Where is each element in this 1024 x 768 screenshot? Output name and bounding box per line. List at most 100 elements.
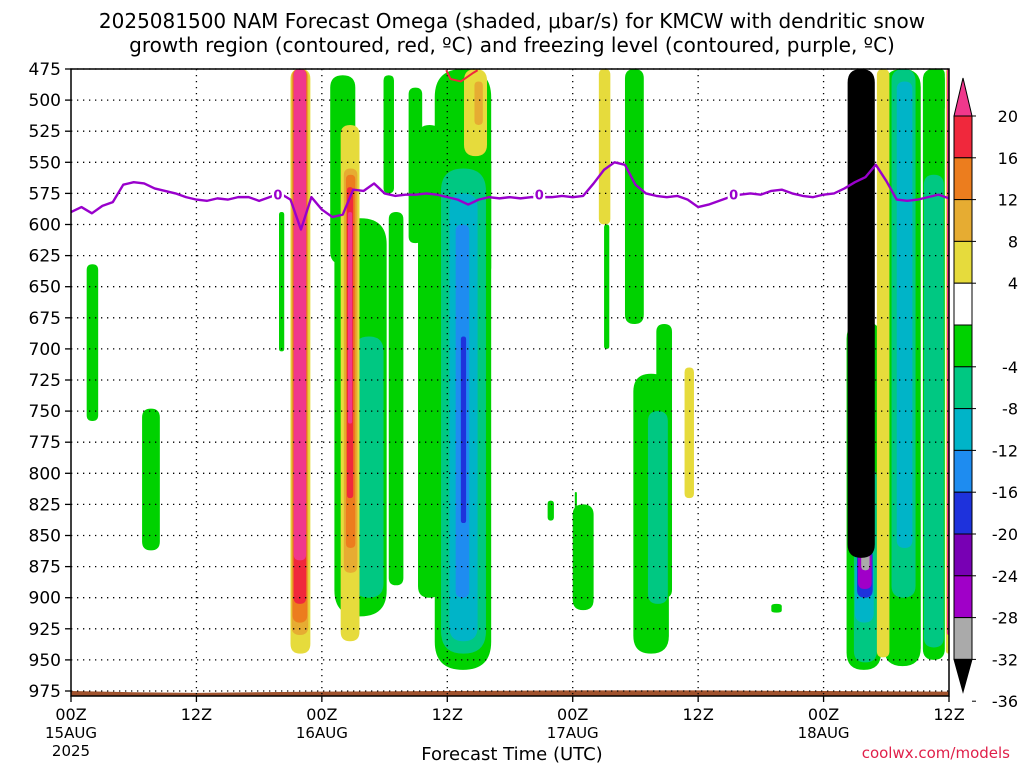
freezing-label-bg-1 bbox=[533, 186, 546, 202]
colorbar-top-arrow bbox=[953, 77, 973, 117]
y-tick-label-650: 650 bbox=[29, 278, 61, 298]
colorbar-label-7: -12 bbox=[992, 441, 1018, 460]
y-tick-label-925: 925 bbox=[29, 620, 61, 640]
colorbar-box-1 bbox=[953, 115, 973, 159]
omega-region-6 bbox=[388, 212, 404, 586]
terrain-fill bbox=[71, 690, 949, 696]
omega-region-30 bbox=[896, 81, 913, 548]
colorbar-label-3: 8 bbox=[1008, 232, 1018, 251]
grid-lines bbox=[71, 68, 949, 696]
colorbar-box-7 bbox=[953, 366, 973, 410]
chart-title-line-1: 2025081500 NAM Forecast Omega (shaded, μ… bbox=[98, 9, 926, 33]
omega-region-15 bbox=[624, 69, 644, 325]
x-tick-label-24: 00Z bbox=[306, 705, 337, 724]
colorbar-label-8: -16 bbox=[992, 483, 1018, 502]
colorbar-box-10 bbox=[953, 491, 973, 535]
omega-region-53 bbox=[347, 212, 353, 424]
y-tick-label-750: 750 bbox=[29, 402, 61, 422]
omega-region-25 bbox=[647, 411, 668, 604]
contour-lines: 0 0 0 bbox=[71, 69, 949, 231]
y-tick-label-725: 725 bbox=[29, 371, 61, 391]
dgz-contour bbox=[445, 69, 479, 83]
y-tick-label-875: 875 bbox=[29, 558, 61, 578]
y-tick-label-800: 800 bbox=[29, 464, 61, 484]
colorbar: 20 16 12 8 4 -4 -8 -12 -16 -20 -24 -28 -32 -36 bbox=[953, 77, 1018, 711]
colorbar-box-5 bbox=[953, 282, 973, 326]
omega-region-28 bbox=[923, 174, 944, 648]
plot-border bbox=[70, 68, 950, 697]
x-date-label-48: 17AUG bbox=[547, 724, 599, 742]
colorbar-box-6 bbox=[953, 324, 973, 368]
colorbar-label-5: -4 bbox=[1002, 358, 1018, 377]
y-tick-label-575: 575 bbox=[29, 184, 61, 204]
omega-region-43 bbox=[876, 69, 890, 658]
omega-region-0 bbox=[86, 264, 99, 422]
colorbar-box-13 bbox=[953, 617, 973, 660]
colorbar-box-2 bbox=[953, 157, 973, 201]
y-tick-label-700: 700 bbox=[29, 340, 61, 360]
plot-frame bbox=[70, 68, 950, 697]
x-tick-label-84: 12Z bbox=[933, 705, 964, 724]
x-date-label-72: 18AUG bbox=[798, 724, 850, 742]
x-tick-label-0: 00Z bbox=[55, 705, 86, 724]
colorbar-box-11 bbox=[953, 533, 973, 577]
colorbar-box-3 bbox=[953, 199, 973, 242]
colorbar-label-10: -24 bbox=[992, 567, 1018, 586]
omega-region-33 bbox=[460, 336, 467, 524]
colorbar-label-1: 16 bbox=[998, 149, 1018, 168]
colorbar-label-9: -20 bbox=[992, 525, 1018, 544]
colorbar-box-9 bbox=[953, 449, 973, 493]
y-tick-label-975: 975 bbox=[29, 682, 61, 702]
omega-region-42 bbox=[684, 367, 694, 499]
credit-link[interactable]: coolwx.com/models bbox=[861, 744, 1010, 762]
x-year-label-0: 2025 bbox=[52, 742, 90, 760]
colorbar-label-2: 12 bbox=[998, 191, 1018, 210]
y-tick-label-825: 825 bbox=[29, 495, 61, 515]
y-tick-label-625: 625 bbox=[29, 247, 61, 267]
omega-shading bbox=[86, 69, 949, 670]
freezing-level-label-2: 0 bbox=[729, 189, 738, 204]
y-tick-label-525: 525 bbox=[29, 122, 61, 142]
x-tick-label-36: 12Z bbox=[432, 705, 463, 724]
y-tick-label-675: 675 bbox=[29, 309, 61, 329]
omega-region-1 bbox=[142, 408, 160, 551]
colorbar-box-4 bbox=[953, 240, 973, 284]
x-tick-label-72: 00Z bbox=[808, 705, 839, 724]
freezing-level-label-1: 0 bbox=[535, 189, 544, 204]
x-date-label-24: 16AUG bbox=[296, 724, 348, 742]
colorbar-label-4: 4 bbox=[1008, 274, 1018, 293]
omega-region-5 bbox=[383, 75, 394, 194]
x-tick-label-60: 12Z bbox=[682, 705, 713, 724]
axis-labels: 475 500 525 550 575 600 625 650 675 700 725 750 775 8… bbox=[29, 60, 965, 760]
colorbar-label-13: -36 bbox=[992, 692, 1018, 711]
y-tick-label-500: 500 bbox=[29, 91, 61, 111]
y-tick-label-475: 475 bbox=[29, 60, 61, 80]
y-tick-label-775: 775 bbox=[29, 433, 61, 453]
colorbar-label-6: -8 bbox=[1002, 400, 1018, 419]
freezing-label-bg-0 bbox=[271, 186, 284, 202]
colorbar-box-8 bbox=[953, 408, 973, 451]
y-tick-label-850: 850 bbox=[29, 527, 61, 547]
y-tick-label-600: 600 bbox=[29, 216, 61, 236]
omega-region-47 bbox=[474, 81, 483, 125]
y-tick-label-900: 900 bbox=[29, 589, 61, 609]
freezing-label-bg-2 bbox=[727, 186, 740, 202]
terrain-surface bbox=[71, 690, 949, 696]
x-axis-title: Forecast Time (UTC) bbox=[421, 744, 603, 765]
omega-region-2 bbox=[279, 212, 285, 352]
omega-region-41 bbox=[598, 69, 611, 225]
omega-region-22 bbox=[934, 69, 945, 113]
omega-region-23 bbox=[354, 336, 384, 598]
freezing-level-line bbox=[71, 161, 949, 231]
omega-region-37 bbox=[847, 69, 875, 558]
colorbar-box-12 bbox=[953, 575, 973, 619]
x-tick-label-12: 12Z bbox=[181, 705, 212, 724]
colorbar-label-0: 20 bbox=[998, 107, 1018, 126]
freezing-level-label-0: 0 bbox=[273, 189, 282, 204]
omega-region-14 bbox=[604, 224, 610, 349]
y-tick-label-550: 550 bbox=[29, 153, 61, 173]
colorbar-bottom-arrow bbox=[953, 658, 973, 694]
x-tick-label-48: 00Z bbox=[557, 705, 588, 724]
omega-region-13 bbox=[572, 504, 594, 611]
